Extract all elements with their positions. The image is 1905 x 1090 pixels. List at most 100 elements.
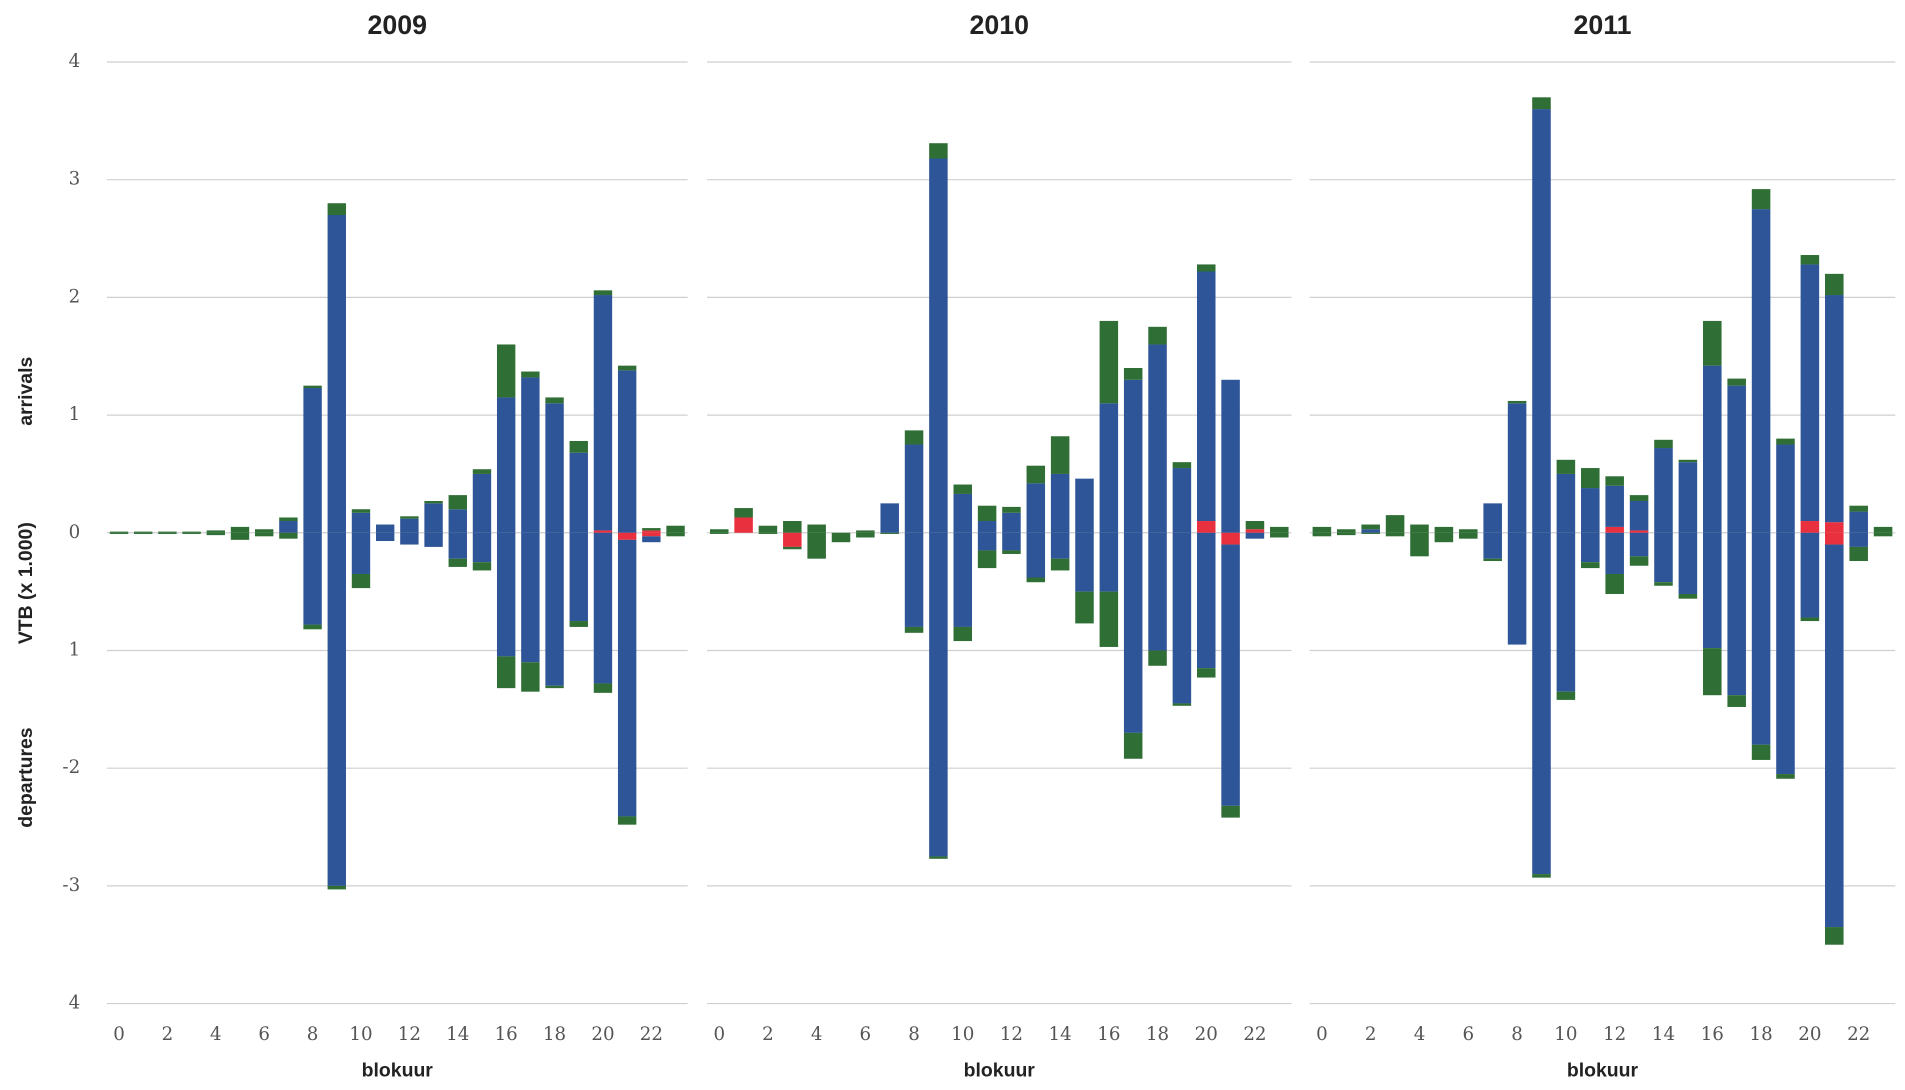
bar-segment: [1605, 526, 1624, 533]
bar-segment: [642, 530, 661, 533]
chart-title: 2011: [1573, 10, 1631, 40]
bar-segment: [1172, 532, 1192, 704]
bar-segment: [1825, 295, 1844, 523]
x-tick-label: 20: [1195, 1024, 1218, 1045]
bar-segment: [545, 397, 564, 404]
bar-segment: [856, 532, 875, 538]
bar-segment: [1703, 532, 1722, 649]
bar-segment: [1800, 264, 1820, 522]
bar-segment: [1483, 503, 1502, 533]
bar-segment: [1727, 532, 1746, 696]
x-tick-label: 2: [162, 1024, 174, 1045]
bar-segment: [1507, 400, 1527, 404]
bar-segment: [1361, 532, 1380, 534]
bar-segment: [569, 532, 588, 622]
bar-segment: [1050, 558, 1070, 571]
bar-segment: [1873, 526, 1893, 533]
bar-segment: [666, 532, 685, 537]
bar-segment: [1825, 927, 1844, 945]
bar-segment: [1026, 465, 1046, 484]
bar-segment: [953, 626, 973, 642]
bar-segment: [158, 532, 177, 534]
bar-segment: [783, 546, 802, 550]
bar-segment: [593, 290, 613, 296]
x-tick-label: 14: [446, 1024, 469, 1045]
bar-segment: [1002, 550, 1021, 554]
bar-segment: [1629, 495, 1649, 502]
bar-segment: [666, 525, 685, 533]
bar-segment: [807, 524, 826, 533]
bar-segment: [1678, 459, 1698, 463]
bar-segment: [1581, 562, 1600, 569]
bar-segment: [1196, 271, 1216, 522]
bar-segment: [303, 624, 322, 630]
bar-segment: [783, 532, 802, 547]
x-axis-label: blokuur: [362, 1060, 434, 1082]
bar-segment: [375, 524, 395, 533]
bar-segment: [303, 385, 322, 389]
bar-segment: [1459, 532, 1478, 539]
bar-segment: [1800, 617, 1820, 622]
x-tick-label: 0: [713, 1024, 725, 1045]
x-tick-label: 16: [495, 1024, 518, 1045]
chart-title: 2009: [368, 10, 427, 40]
bar-segment: [1581, 488, 1600, 533]
bar-segment: [327, 885, 346, 890]
bar-segment: [1002, 506, 1021, 513]
bar-segment: [1532, 532, 1551, 875]
bar-segment: [182, 531, 201, 533]
annotation: departures: [15, 727, 37, 827]
bar-segment: [1099, 532, 1119, 592]
bar-segment: [1221, 532, 1240, 545]
bar-segment: [642, 536, 661, 543]
bar-segment: [279, 532, 298, 539]
bar-segment: [1654, 582, 1673, 586]
bar-segment: [134, 532, 153, 534]
bar-segment: [1776, 444, 1795, 533]
bar-segment: [303, 388, 322, 533]
bar-segment: [182, 532, 201, 534]
bar-segment: [617, 816, 637, 825]
bar-segment: [1123, 732, 1143, 759]
bar-segment: [880, 532, 899, 534]
bar-segment: [856, 530, 875, 533]
x-tick-label: 2: [1365, 1024, 1377, 1045]
bar-segment: [448, 509, 467, 533]
bar-segment: [1434, 526, 1454, 533]
bar-segment: [1825, 532, 1844, 545]
y-tick-label: 2: [69, 286, 81, 307]
bar-segment: [1825, 544, 1844, 928]
bar-segment: [1751, 189, 1771, 210]
bar-segment: [1075, 591, 1094, 624]
bar-segment: [1556, 473, 1576, 533]
x-tick-label: 6: [860, 1024, 872, 1045]
bar-segment: [758, 525, 778, 533]
bar-segment: [1172, 703, 1192, 706]
x-tick-label: 10: [951, 1024, 974, 1045]
bar-segment: [134, 531, 153, 533]
bar-segment: [617, 539, 637, 817]
x-tick-label: 14: [1049, 1024, 1072, 1045]
bar-segment: [710, 532, 729, 534]
y-tick-label: 4: [69, 51, 81, 72]
bar-segment: [1800, 521, 1820, 533]
bar-segment: [1099, 591, 1119, 647]
bar-segment: [642, 528, 661, 531]
bar-segment: [496, 656, 516, 689]
bar-segment: [1532, 109, 1551, 533]
bar-segment: [1532, 874, 1551, 878]
x-tick-label: 6: [1462, 1024, 1474, 1045]
bar-segment: [1434, 532, 1454, 543]
bar-segment: [1507, 532, 1527, 645]
bar-segment: [1148, 326, 1167, 345]
bar-segment: [783, 521, 802, 533]
bar-segment: [1123, 379, 1143, 533]
bar-segment: [1629, 556, 1649, 566]
x-tick-label: 20: [1798, 1024, 1821, 1045]
bar-segment: [279, 517, 298, 522]
bar-segment: [1459, 529, 1478, 533]
bar-segment: [1581, 532, 1600, 563]
y-tick-label: 1: [69, 404, 81, 425]
bar-segment: [327, 532, 346, 886]
